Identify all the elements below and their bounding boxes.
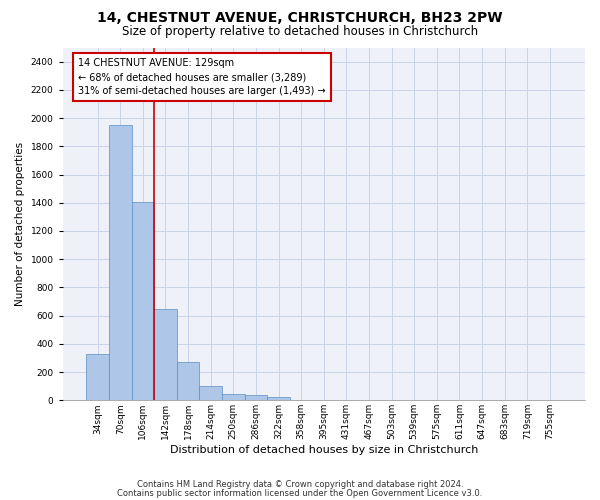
Bar — [109, 125, 131, 400]
Bar — [131, 202, 154, 400]
Y-axis label: Number of detached properties: Number of detached properties — [15, 142, 25, 306]
Bar — [222, 394, 245, 400]
Bar — [245, 395, 267, 400]
Bar — [154, 309, 177, 400]
Bar — [177, 362, 199, 401]
Text: 14 CHESTNUT AVENUE: 129sqm
← 68% of detached houses are smaller (3,289)
31% of s: 14 CHESTNUT AVENUE: 129sqm ← 68% of deta… — [78, 58, 326, 96]
Bar — [267, 397, 290, 400]
Text: 14, CHESTNUT AVENUE, CHRISTCHURCH, BH23 2PW: 14, CHESTNUT AVENUE, CHRISTCHURCH, BH23 … — [97, 11, 503, 25]
Text: Contains public sector information licensed under the Open Government Licence v3: Contains public sector information licen… — [118, 488, 482, 498]
Bar — [86, 354, 109, 401]
X-axis label: Distribution of detached houses by size in Christchurch: Distribution of detached houses by size … — [170, 445, 478, 455]
Bar — [199, 386, 222, 400]
Text: Contains HM Land Registry data © Crown copyright and database right 2024.: Contains HM Land Registry data © Crown c… — [137, 480, 463, 489]
Text: Size of property relative to detached houses in Christchurch: Size of property relative to detached ho… — [122, 25, 478, 38]
